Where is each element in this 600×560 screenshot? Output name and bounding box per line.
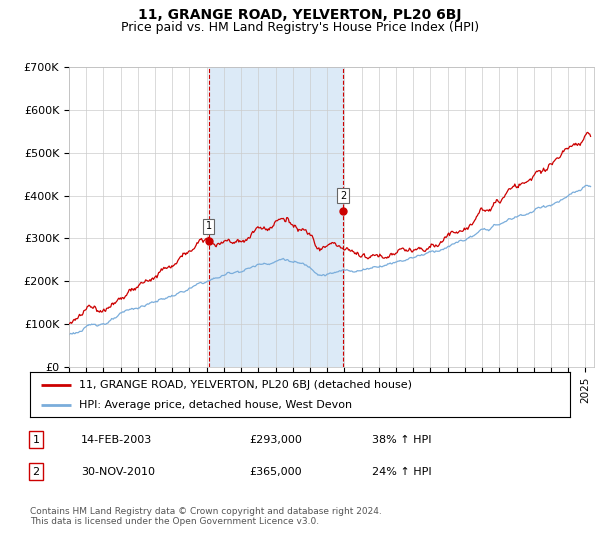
Text: 30-NOV-2010: 30-NOV-2010 xyxy=(81,466,155,477)
Text: 38% ↑ HPI: 38% ↑ HPI xyxy=(372,435,431,445)
Text: £365,000: £365,000 xyxy=(249,466,302,477)
Text: 1: 1 xyxy=(32,435,40,445)
Text: 14-FEB-2003: 14-FEB-2003 xyxy=(81,435,152,445)
Text: £293,000: £293,000 xyxy=(249,435,302,445)
Text: 2: 2 xyxy=(340,190,346,200)
Text: 11, GRANGE ROAD, YELVERTON, PL20 6BJ: 11, GRANGE ROAD, YELVERTON, PL20 6BJ xyxy=(138,8,462,22)
Text: Price paid vs. HM Land Registry's House Price Index (HPI): Price paid vs. HM Land Registry's House … xyxy=(121,21,479,34)
Text: Contains HM Land Registry data © Crown copyright and database right 2024.
This d: Contains HM Land Registry data © Crown c… xyxy=(30,507,382,526)
Bar xyxy=(209,67,343,367)
Text: 11, GRANGE ROAD, YELVERTON, PL20 6BJ (detached house): 11, GRANGE ROAD, YELVERTON, PL20 6BJ (de… xyxy=(79,380,412,390)
Text: 24% ↑ HPI: 24% ↑ HPI xyxy=(372,466,431,477)
Text: 1: 1 xyxy=(206,221,212,231)
Text: HPI: Average price, detached house, West Devon: HPI: Average price, detached house, West… xyxy=(79,400,352,410)
Text: 2: 2 xyxy=(32,466,40,477)
